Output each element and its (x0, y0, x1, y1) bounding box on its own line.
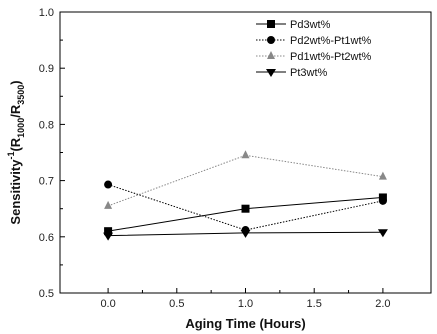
legend-marker (267, 51, 275, 59)
data-point (378, 171, 387, 180)
legend-label: Pt3wt% (290, 67, 328, 79)
axis-ticks: 0.0 0.5 1.0 1.5 2.0 0.5 0.6 0.7 0.8 0.9 1.0 (39, 7, 391, 310)
y-tick-label: 0.9 (39, 63, 54, 75)
y-tick-label: 0.7 (39, 176, 54, 188)
series-2 (104, 150, 387, 209)
data-point (104, 227, 113, 236)
x-axis-title: Aging Time (Hours) (185, 316, 305, 331)
data-point (241, 150, 250, 159)
series-layer (103, 150, 388, 241)
legend-label: Pd1wt%-Pt2wt% (290, 51, 372, 63)
legend: Pd3wt% Pd2wt%-Pt1wt% Pd1wt%-Pt2wt% Pt3wt% (256, 19, 372, 79)
x-tick-label: 1.5 (307, 298, 322, 310)
data-point (103, 232, 114, 241)
y-axis-title: Sensitivity-1(R1000/R3500) (6, 80, 26, 224)
y-tick-label: 1.0 (39, 7, 54, 19)
legend-entry: Pd2wt%-Pt1wt% (256, 35, 372, 47)
series-line (107, 154, 383, 207)
legend-marker (267, 20, 275, 28)
y-tick-label: 0.8 (39, 119, 54, 131)
x-tick-label: 1.0 (238, 298, 253, 310)
y-tick-label: 0.6 (39, 232, 54, 244)
data-point (104, 180, 113, 189)
data-point (377, 229, 388, 238)
data-point (104, 200, 113, 209)
y-tick-label: 0.5 (39, 288, 54, 300)
legend-label: Pd2wt%-Pt1wt% (290, 35, 372, 47)
data-point (241, 204, 250, 213)
data-point (378, 196, 387, 205)
legend-entry: Pd1wt%-Pt2wt% (256, 51, 372, 63)
legend-entry: Pd3wt% (256, 19, 331, 31)
legend-label: Pd3wt% (290, 19, 331, 31)
x-tick-label: 0.0 (100, 298, 115, 310)
legend-entry: Pt3wt% (256, 67, 328, 79)
x-tick-label: 2.0 (375, 298, 390, 310)
data-point (240, 229, 251, 238)
x-tick-label: 0.5 (169, 298, 184, 310)
legend-marker (267, 36, 275, 44)
legend-marker (266, 69, 276, 77)
series-3 (103, 229, 388, 241)
